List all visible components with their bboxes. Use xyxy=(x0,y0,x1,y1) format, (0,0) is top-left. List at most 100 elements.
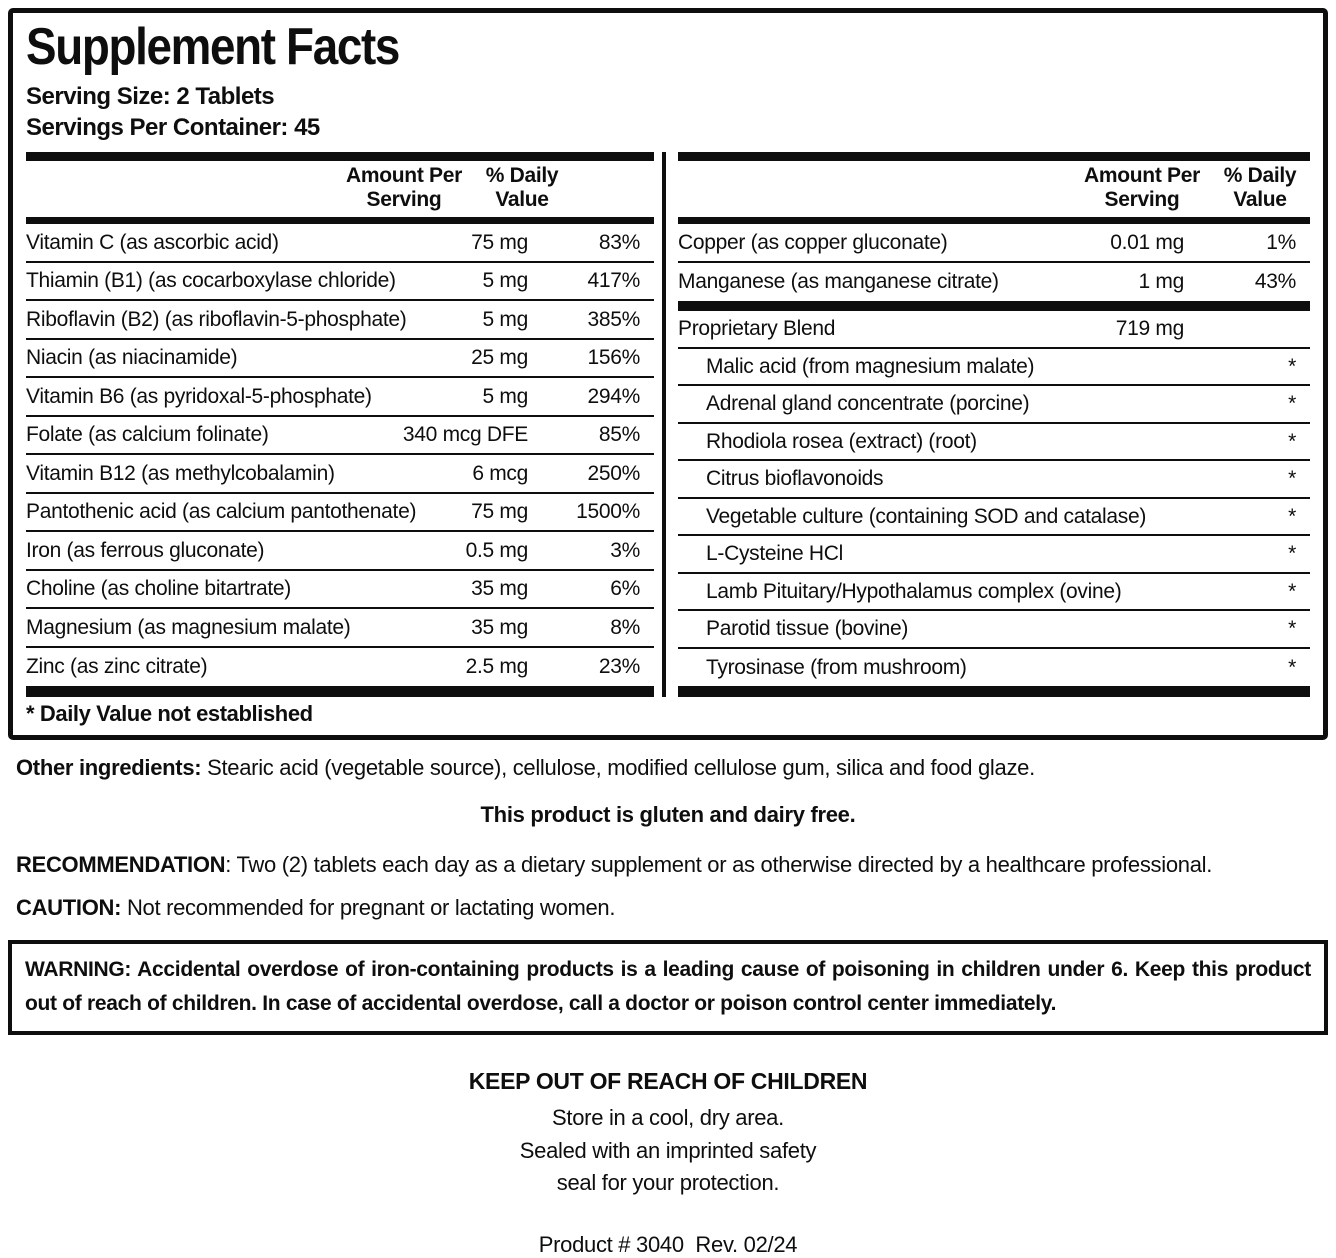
supplement-notes: Other ingredients: Stearic acid (vegetab… xyxy=(0,755,1336,921)
nutrient-daily-value: * xyxy=(1288,655,1296,679)
nutrient-daily-value: 83% xyxy=(598,230,640,254)
header-percent-daily-value: % Daily Value xyxy=(485,164,559,212)
gluten-dairy-note: This product is gluten and dairy free. xyxy=(480,802,856,828)
nutrient-daily-value: * xyxy=(1288,354,1296,378)
nutrient-label: Pantothenic acid (as calcium pantothenat… xyxy=(26,500,417,524)
nutrient-daily-value: 417% xyxy=(587,269,640,293)
nutrient-amount: 5 mg xyxy=(482,384,529,408)
daily-value-footnote: * Daily Value not established xyxy=(26,701,313,727)
nutrient-amount: 75 mg xyxy=(471,230,528,254)
blend-item-row: Vegetable culture (containing SOD and ca… xyxy=(678,499,1310,537)
panel-title: Supplement Facts xyxy=(26,18,400,76)
nutrient-daily-value: * xyxy=(1288,579,1296,603)
nutrient-label: Tyrosinase (from mushroom) xyxy=(706,655,967,679)
nutrient-label: Manganese (as manganese citrate) xyxy=(678,270,999,294)
blend-item-row: Rhodiola rosea (extract) (root) * xyxy=(678,424,1310,462)
nutrient-daily-value: * xyxy=(1288,617,1296,641)
other-ingredients-text: Stearic acid (vegetable source), cellulo… xyxy=(201,755,1035,781)
proprietary-blend-row: Proprietary Blend 719 mg xyxy=(678,311,1310,349)
storage-line: seal for your protection. xyxy=(556,1169,780,1195)
nutrient-label: Vegetable culture (containing SOD and ca… xyxy=(706,504,1147,528)
nutrient-daily-value: 6% xyxy=(610,577,640,601)
nutrient-label: Adrenal gland concentrate (porcine) xyxy=(706,392,1030,416)
divider-bar xyxy=(26,217,654,225)
nutrient-daily-value: 156% xyxy=(587,346,640,370)
nutrient-amount: 35 mg xyxy=(471,577,528,601)
nutrient-daily-value: 385% xyxy=(587,307,640,331)
nutrient-label: Riboflavin (B2) (as riboflavin-5-phospha… xyxy=(26,307,407,331)
facts-table: Amount Per Serving % Daily Value Vitamin… xyxy=(26,152,1310,698)
iron-warning-box: WARNING: Accidental overdose of iron-con… xyxy=(8,940,1328,1036)
nutrient-label: Folate (as calcium folinate) xyxy=(26,423,269,447)
blend-item-row: Lamb Pituitary/Hypothalamus complex (ovi… xyxy=(678,574,1310,612)
nutrient-amount: 0.5 mg xyxy=(465,538,529,562)
blend-item-row: Citrus bioflavonoids * xyxy=(678,461,1310,499)
nutrient-daily-value: * xyxy=(1288,504,1296,528)
storage-instructions: Store in a cool, dry area. Sealed with a… xyxy=(0,1102,1336,1198)
nutrient-amount: 1 mg xyxy=(1138,270,1185,294)
divider-bar xyxy=(678,301,1310,312)
nutrient-row: Folate (as calcium folinate) 340 mcg DFE 8… xyxy=(26,417,654,456)
nutrient-amount: 5 mg xyxy=(482,307,529,331)
nutrient-amount: 0.01 mg xyxy=(1110,230,1184,254)
supplement-facts-panel: Supplement Facts Serving Size: 2 Tablets… xyxy=(8,8,1328,741)
nutrient-row: Thiamin (B1) (as cocarboxylase chloride)… xyxy=(26,263,654,302)
nutrient-label: Lamb Pituitary/Hypothalamus complex (ovi… xyxy=(706,579,1122,603)
blend-item-row: Tyrosinase (from mushroom) * xyxy=(678,649,1310,687)
servings-per-container: Servings Per Container: 45 xyxy=(26,114,320,142)
nutrient-label: Parotid tissue (bovine) xyxy=(706,617,909,641)
nutrient-label: Rhodiola rosea (extract) (root) xyxy=(706,429,977,453)
nutrient-amount: 5 mg xyxy=(482,269,529,293)
nutrient-label: Thiamin (B1) (as cocarboxylase chloride) xyxy=(26,269,396,293)
nutrient-amount: 2.5 mg xyxy=(465,655,529,679)
nutrient-row: Vitamin B6 (as pyridoxal-5-phosphate) 5 m… xyxy=(26,378,654,417)
recommendation-text: : Two (2) tablets each day as a dietary … xyxy=(225,852,1213,878)
nutrient-amount: 35 mg xyxy=(471,615,528,639)
nutrient-amount: 75 mg xyxy=(471,500,528,524)
nutrient-amount: 6 mcg xyxy=(472,461,528,485)
nutrient-amount: 340 mcg DFE xyxy=(402,423,528,447)
nutrient-label: Niacin (as niacinamide) xyxy=(26,346,238,370)
nutrient-rows-left: Vitamin C (as ascorbic acid) 75 mg 83% Thia… xyxy=(26,224,654,686)
nutrient-label: L-Cysteine HCl xyxy=(706,542,844,566)
storage-line: Sealed with an imprinted safety xyxy=(519,1137,817,1163)
blend-item-row: Adrenal gland concentrate (porcine) * xyxy=(678,386,1310,424)
recommendation: RECOMMENDATION: Two (2) tablets each day… xyxy=(16,852,1320,878)
nutrient-row: Manganese (as manganese citrate) 1 mg 43% xyxy=(678,263,1310,302)
column-divider xyxy=(662,152,666,698)
nutrient-daily-value: 85% xyxy=(598,423,640,447)
nutrient-daily-value: 8% xyxy=(610,615,640,639)
nutrient-rows-right: Copper (as copper gluconate) 0.01 mg 1% Man… xyxy=(678,224,1310,301)
nutrient-label: Vitamin B6 (as pyridoxal-5-phosphate) xyxy=(26,384,372,408)
caution: CAUTION: Not recommended for pregnant or… xyxy=(16,895,1320,921)
keep-out-of-reach-heading: KEEP OUT OF REACH OF CHILDREN xyxy=(468,1068,868,1095)
nutrient-daily-value: * xyxy=(1288,542,1296,566)
nutrient-amount: 25 mg xyxy=(471,346,528,370)
nutrient-row: Choline (as choline bitartrate) 35 mg 6% xyxy=(26,571,654,610)
nutrient-label: Proprietary Blend xyxy=(678,317,836,341)
nutrient-label: Choline (as choline bitartrate) xyxy=(26,577,292,601)
nutrient-label: Zinc (as zinc citrate) xyxy=(26,655,208,679)
divider-bar xyxy=(26,152,654,162)
blend-item-row: L-Cysteine HCl * xyxy=(678,536,1310,574)
nutrient-daily-value: 1500% xyxy=(576,500,640,524)
product-number: Product # 3040 Rev. 02/24 xyxy=(538,1231,798,1257)
nutrient-row: Niacin (as niacinamide) 25 mg 156% xyxy=(26,340,654,379)
divider-bar xyxy=(678,217,1310,225)
nutrient-label: Magnesium (as magnesium malate) xyxy=(26,615,351,639)
nutrient-row: Vitamin C (as ascorbic acid) 75 mg 83% xyxy=(26,224,654,263)
nutrient-label: Iron (as ferrous gluconate) xyxy=(26,538,265,562)
column-header-left: Amount Per Serving % Daily Value xyxy=(26,161,654,217)
nutrient-row: Copper (as copper gluconate) 0.01 mg 1% xyxy=(678,224,1310,263)
nutrient-daily-value: 23% xyxy=(598,655,640,679)
nutrient-daily-value: 1% xyxy=(1266,230,1296,254)
header-percent-daily-value: % Daily Value xyxy=(1223,164,1297,212)
header-amount-per-serving: Amount Per Serving xyxy=(1084,164,1201,212)
caution-text: Not recommended for pregnant or lactatin… xyxy=(121,895,616,921)
nutrient-label: Copper (as copper gluconate) xyxy=(678,230,948,254)
nutrient-row: Vitamin B12 (as methylcobalamin) 6 mcg 250… xyxy=(26,455,654,494)
nutrient-daily-value: * xyxy=(1288,467,1296,491)
nutrient-row: Iron (as ferrous gluconate) 0.5 mg 3% xyxy=(26,532,654,571)
nutrient-daily-value: 3% xyxy=(610,538,640,562)
nutrient-row: Riboflavin (B2) (as riboflavin-5-phospha… xyxy=(26,301,654,340)
